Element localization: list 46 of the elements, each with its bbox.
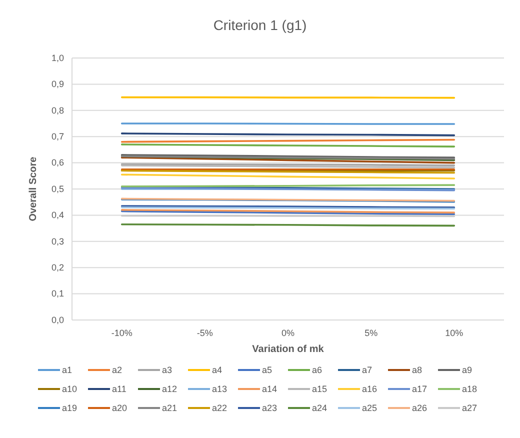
legend-label: a12 bbox=[162, 384, 178, 394]
legend-label: a5 bbox=[262, 364, 272, 375]
y-tick-label: 0,9 bbox=[51, 79, 64, 90]
x-tick-label: 0% bbox=[281, 328, 295, 338]
legend-label: a16 bbox=[362, 384, 378, 394]
legend-label: a6 bbox=[312, 364, 322, 375]
x-tick-label: -5% bbox=[196, 328, 213, 338]
legend-label: a1 bbox=[62, 364, 72, 375]
legend-label: a18 bbox=[462, 384, 478, 394]
y-tick-label: 1,0 bbox=[51, 52, 64, 63]
x-tick-label: -10% bbox=[111, 328, 132, 338]
legend-label: a22 bbox=[212, 402, 228, 413]
legend-label: a10 bbox=[62, 384, 78, 394]
legend-label: a20 bbox=[112, 402, 128, 413]
y-tick-label: 0,3 bbox=[51, 236, 64, 246]
legend-label: a27 bbox=[462, 402, 478, 413]
legend-label: a19 bbox=[62, 402, 78, 413]
legend-label: a7 bbox=[362, 364, 372, 375]
legend-label: a2 bbox=[112, 364, 122, 375]
x-axis-title: Variation of mk bbox=[252, 344, 324, 355]
y-tick-label: 0,4 bbox=[51, 210, 64, 220]
legend-label: a14 bbox=[262, 384, 278, 394]
chart-title: Criterion 1 (g1) bbox=[213, 17, 307, 33]
legend-label: a24 bbox=[312, 402, 328, 413]
x-tick-label: 10% bbox=[445, 328, 464, 338]
legend-label: a17 bbox=[412, 384, 428, 394]
legend-label: a21 bbox=[162, 402, 178, 413]
x-tick-label: 5% bbox=[364, 328, 378, 338]
legend-label: a11 bbox=[112, 384, 126, 394]
y-axis-title: Overall Score bbox=[28, 156, 39, 222]
legend-label: a13 bbox=[212, 384, 228, 394]
y-tick-label: 0,7 bbox=[51, 131, 64, 142]
legend-label: a3 bbox=[162, 364, 172, 375]
y-tick-label: 0,2 bbox=[51, 262, 64, 272]
legend-label: a25 bbox=[362, 402, 378, 413]
y-tick-label: 0,8 bbox=[51, 105, 64, 116]
y-tick-label: 0,0 bbox=[51, 314, 64, 325]
legend-label: a15 bbox=[312, 384, 328, 394]
legend-label: a9 bbox=[462, 364, 472, 375]
legend-label: a8 bbox=[412, 364, 422, 375]
y-tick-label: 0,6 bbox=[51, 158, 64, 168]
legend-label: a26 bbox=[412, 402, 428, 413]
y-tick-label: 0,1 bbox=[51, 288, 64, 299]
legend-label: a4 bbox=[212, 364, 222, 375]
legend-label: a23 bbox=[262, 402, 278, 413]
y-tick-label: 0,5 bbox=[51, 184, 64, 194]
